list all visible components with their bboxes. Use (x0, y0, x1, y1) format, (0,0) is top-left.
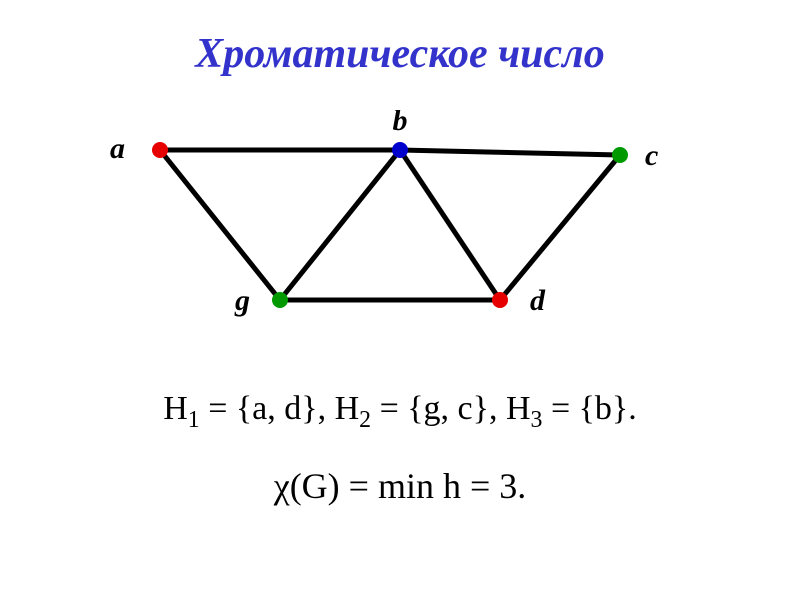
node-a (152, 142, 168, 158)
node-d (492, 292, 508, 308)
h3-prefix: H (506, 390, 531, 427)
h1-val: = {a, d}, (200, 390, 335, 427)
slide-title: Хроматическое число (0, 30, 800, 78)
node-label-d: d (530, 284, 546, 317)
graph-diagram: a b c g d (100, 110, 660, 340)
formula-chi: χ(G) = min h = 3. (0, 465, 800, 507)
node-g (272, 292, 288, 308)
edge-b-d (400, 150, 500, 300)
edge-a-g (160, 150, 280, 300)
node-b (392, 142, 408, 158)
edge-b-c (400, 150, 620, 155)
node-c (612, 147, 628, 163)
h2-sub: 2 (359, 407, 371, 433)
edge-g-b (280, 150, 400, 300)
h3-val: = {b}. (542, 390, 636, 427)
h3-sub: 3 (531, 407, 543, 433)
h1-sub: 1 (188, 407, 200, 433)
node-label-g: g (234, 284, 250, 317)
node-label-c: c (645, 139, 658, 172)
h2-val: = {g, c}, (371, 390, 506, 427)
node-label-a: a (110, 132, 125, 165)
h1-prefix: H (163, 390, 188, 427)
formula-sets: H1 = {a, d}, H2 = {g, c}, H3 = {b}. (0, 390, 800, 434)
edge-d-c (500, 155, 620, 300)
h2-prefix: H (335, 390, 360, 427)
node-label-b: b (393, 110, 408, 137)
